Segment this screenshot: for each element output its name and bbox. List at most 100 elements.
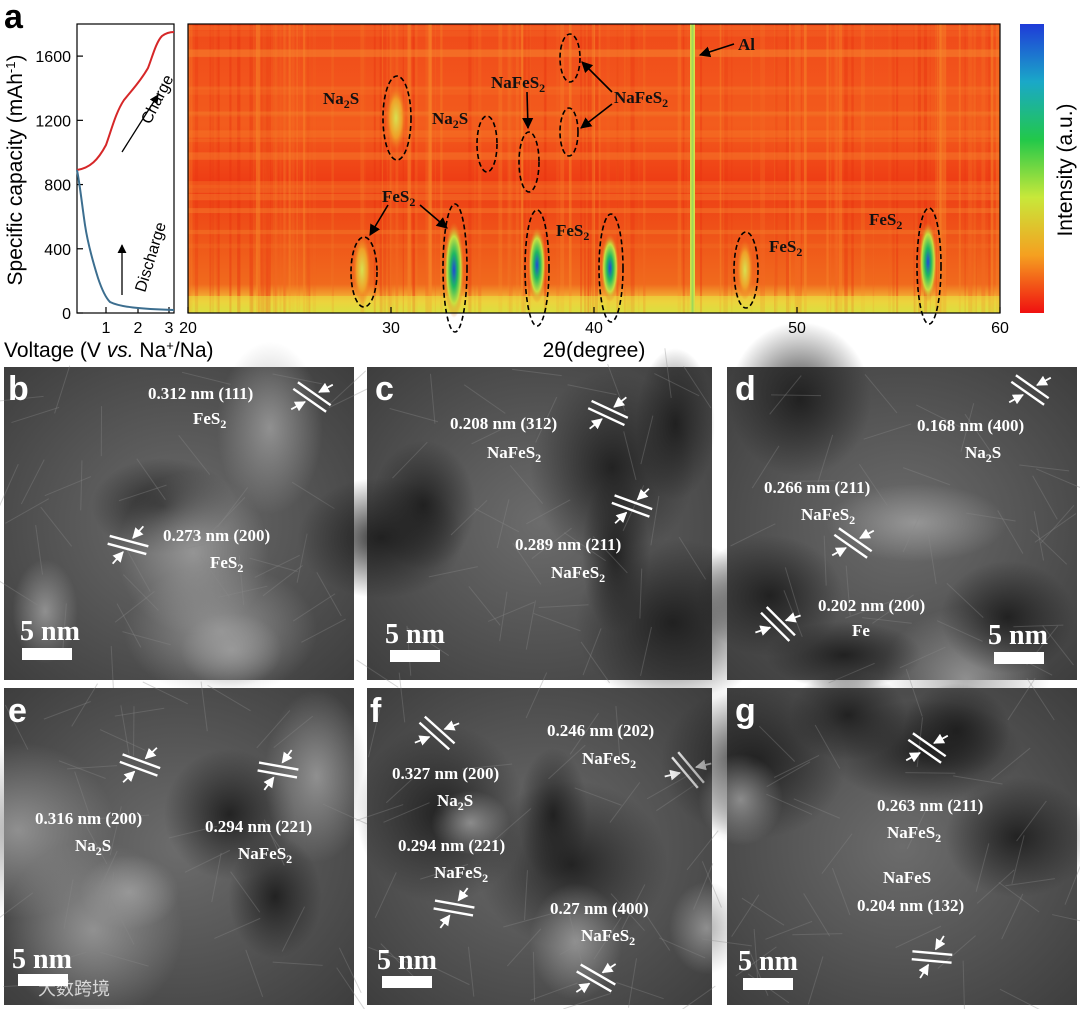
x-tick-label: 40 bbox=[585, 320, 603, 337]
phase-label: NaFeS2 bbox=[801, 505, 855, 527]
scale-bar bbox=[22, 648, 72, 660]
peak-label-fes2-3: FeS2 bbox=[556, 221, 589, 243]
voltage-y-ticks: 0 400 800 1200 1600 bbox=[35, 49, 83, 323]
fes2-spot bbox=[737, 240, 753, 300]
y-tick-label: 1600 bbox=[35, 49, 71, 66]
colorbar-gradient bbox=[1020, 24, 1044, 313]
fes2-spot bbox=[444, 222, 464, 318]
y-tick-label: 0 bbox=[62, 306, 71, 323]
scale-bar-label: 5 nm bbox=[988, 620, 1048, 651]
x-tick-label: 3 bbox=[165, 320, 174, 337]
d-spacing-label: 0.273 nm (200) bbox=[163, 526, 270, 545]
scale-bar-label: 5 nm bbox=[20, 616, 80, 647]
d-spacing-label: 0.27 nm (400) bbox=[550, 899, 649, 918]
peak-label-fes2-1: FeS2 bbox=[382, 187, 415, 209]
panel-letter-c: c bbox=[375, 370, 394, 408]
panel-letter-f: f bbox=[370, 692, 382, 730]
fes2-spot bbox=[919, 222, 937, 302]
peak-label-fes2-5: FeS2 bbox=[869, 210, 902, 232]
phase-label: Fe bbox=[852, 621, 870, 640]
heatmap-xlabel: 2θ(degree) bbox=[543, 339, 646, 362]
x-tick-label: 1 bbox=[102, 320, 111, 337]
voltage-capacity-plot: 0 400 800 1200 1600 1 2 3 Charge Discharge Spe… bbox=[3, 23, 214, 362]
d-spacing-label: 0.266 nm (211) bbox=[764, 478, 870, 497]
tem-panel-f: f 0.327 nm (200) Na2S 0.246 nm (202) NaFeS2 0… bbox=[355, 672, 745, 1009]
heatmap-background bbox=[188, 24, 1000, 313]
d-spacing-label: 0.294 nm (221) bbox=[398, 836, 505, 855]
tem-panel-b: b 0.312 nm (111) FeS2 0.273 nm (200) FeS2 5 n… bbox=[0, 341, 374, 698]
charge-arrow bbox=[121, 94, 159, 153]
scale-bar bbox=[382, 976, 432, 988]
x-tick-label: 30 bbox=[382, 320, 400, 337]
lattice-fringe-marker bbox=[107, 525, 149, 565]
panel-letter-d: d bbox=[735, 370, 756, 408]
phase-label: NaFeS2 bbox=[238, 844, 292, 866]
phase-label: NaFeS2 bbox=[887, 823, 941, 845]
d-spacing-label: 0.202 nm (200) bbox=[818, 596, 925, 615]
x-tick-label: 2 bbox=[134, 320, 143, 337]
discharge-label: Discharge bbox=[133, 220, 170, 294]
lattice-fringe-marker bbox=[905, 732, 949, 764]
peak-label-na2s-1: Na2S bbox=[323, 89, 359, 111]
phase-label: NaFeS2 bbox=[582, 749, 636, 771]
peak-labels: Na2S Na2S NaFeS2 NaFeS2 FeS2 FeS2 FeS2 F… bbox=[323, 35, 902, 259]
d-spacing-label: 0.204 nm (132) bbox=[857, 896, 964, 915]
d-spacing-label: 0.289 nm (211) bbox=[515, 535, 621, 554]
phase-label: Na2S bbox=[965, 443, 1001, 465]
d-spacing-label: 0.246 nm (202) bbox=[547, 721, 654, 740]
peak-arrows bbox=[369, 43, 735, 236]
lattice-fringe-marker bbox=[587, 396, 629, 430]
lattice-fringe-marker bbox=[290, 381, 334, 413]
x-tick-label: 60 bbox=[991, 320, 1009, 337]
peak-label-nafes2-1: NaFeS2 bbox=[491, 73, 545, 95]
charge-label: Charge bbox=[138, 72, 177, 127]
phase-label: NaFeS2 bbox=[551, 563, 605, 585]
lattice-fringe-marker bbox=[575, 962, 617, 994]
discharge-curve bbox=[76, 169, 175, 311]
scale-bar bbox=[390, 650, 440, 662]
peak-label-al: Al bbox=[738, 35, 755, 54]
y-tick-label: 800 bbox=[44, 178, 71, 195]
lattice-fringe-marker bbox=[257, 749, 299, 791]
peak-label-fes2-4: FeS2 bbox=[769, 237, 802, 259]
phase-label: Na2S bbox=[437, 791, 473, 813]
y-tick-label: 400 bbox=[44, 242, 71, 259]
peak-ellipses bbox=[350, 33, 942, 333]
tem-panel-d: d 0.168 nm (400) Na2S 0.266 nm (211) NaFeS2 0… bbox=[696, 322, 1080, 752]
phase-label: NaFeS2 bbox=[581, 926, 635, 948]
d-spacing-label: 0.263 nm (211) bbox=[877, 796, 983, 815]
scale-bar-label: 5 nm bbox=[385, 619, 445, 650]
lattice-fringe-marker bbox=[611, 488, 653, 524]
scale-bar bbox=[18, 974, 68, 986]
lattice-fringe-marker bbox=[755, 606, 801, 642]
na2s-spot bbox=[386, 86, 406, 150]
scale-bar-label: 5 nm bbox=[738, 946, 798, 977]
lattice-fringe-marker bbox=[119, 747, 161, 783]
fes2-spot bbox=[353, 235, 371, 305]
scale-bar-label: 5 nm bbox=[12, 944, 72, 975]
x-tick-label: 20 bbox=[179, 320, 197, 337]
voltage-plot-ylabel: Specific capacity (mAh-1) bbox=[3, 55, 28, 286]
scale-bar-label: 5 nm bbox=[377, 945, 437, 976]
d-spacing-label: 0.316 nm (200) bbox=[35, 809, 142, 828]
phase-label: NaFeS2 bbox=[434, 863, 488, 885]
fes2-spot bbox=[601, 234, 619, 302]
peak-label-nafes2-2: NaFeS2 bbox=[614, 88, 668, 110]
tem-panel-g: g 0.263 nm (211) NaFeS2 NaFeS 0.204 nm (132)… bbox=[660, 668, 1080, 1009]
scale-bar bbox=[994, 652, 1044, 664]
voltage-plot-frame bbox=[76, 23, 175, 314]
lattice-fringe-marker bbox=[414, 715, 460, 751]
voltage-x-ticks: 1 2 3 bbox=[102, 307, 174, 337]
phase-label: Na2S bbox=[75, 836, 111, 858]
watermark: 大数跨境 bbox=[38, 979, 110, 1000]
phase-label: FeS2 bbox=[193, 409, 226, 431]
peak-label-na2s-2: Na2S bbox=[432, 109, 468, 131]
panel-letter-e: e bbox=[8, 692, 27, 730]
panel-a: a 0 400 800 1200 1600 1 2 3 Charge Discharge S… bbox=[3, 0, 1078, 362]
d-spacing-label: 0.312 nm (111) bbox=[148, 384, 253, 403]
phase-label: NaFeS2 bbox=[487, 443, 541, 465]
lattice-fringe-marker bbox=[831, 527, 875, 559]
colorbar-label: Intensity (a.u.) bbox=[1054, 103, 1077, 236]
phase-label: FeS2 bbox=[210, 553, 243, 575]
